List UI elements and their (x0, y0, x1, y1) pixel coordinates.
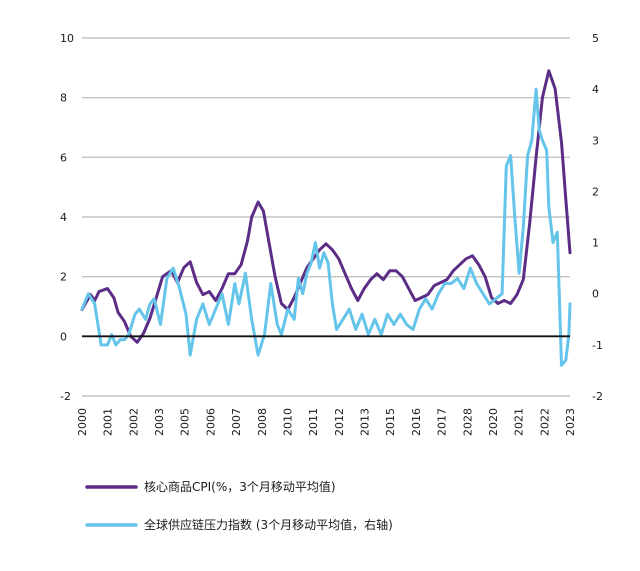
x-tick-label: 2021 (513, 408, 526, 436)
x-tick-label: 2013 (359, 408, 372, 436)
y-right-tick-label: 4 (592, 83, 599, 96)
y-right-tick-label: -1 (592, 339, 603, 352)
y-right-tick-label: 2 (592, 185, 599, 198)
x-tick-label: 2002 (127, 408, 140, 436)
x-tick-label: 2028 (461, 408, 474, 436)
y-left-tick-label: 4 (60, 211, 67, 224)
y-left-tick-label: 0 (60, 330, 67, 343)
series-line-2 (80, 87, 572, 367)
x-tick-label: 2012 (333, 408, 346, 436)
x-tick-label: 2016 (410, 408, 423, 436)
y-right-tick-label: 3 (592, 134, 599, 147)
x-tick-label: 2003 (153, 408, 166, 436)
x-tick-label: 2005 (179, 408, 192, 436)
x-tick-label: 2000 (76, 408, 89, 436)
x-tick-label: 2006 (204, 408, 217, 436)
y-right-tick-label: 5 (592, 32, 599, 45)
y-right-tick-label: 1 (592, 237, 599, 250)
y-left-tick-label: -2 (60, 390, 71, 403)
y-right-tick-label: 0 (592, 288, 599, 301)
legend-label-2: 全球供应链压力指数 (3个月移动平均值，右轴) (144, 517, 393, 532)
x-tick-label: 2007 (230, 408, 243, 436)
y-left-tick-label: 6 (60, 151, 67, 164)
x-tick-label: 2017 (436, 408, 449, 436)
y-left-tick-label: 10 (60, 32, 74, 45)
legend-label-1: 核心商品CPI(%，3个月移动平均值) (144, 479, 336, 494)
x-tick-label: 2022 (538, 408, 551, 436)
x-tick-label: 2008 (256, 408, 269, 436)
y-left-tick-label: 2 (60, 271, 67, 284)
y-left-tick-label: 8 (60, 92, 67, 105)
x-tick-label: 2010 (281, 408, 294, 436)
x-tick-label: 2001 (102, 408, 115, 436)
x-tick-label: 2011 (307, 408, 320, 436)
series-line-1 (80, 69, 572, 344)
x-tick-label: 2015 (384, 408, 397, 436)
y-right-tick-label: -2 (592, 390, 603, 403)
x-tick-label: 2023 (564, 408, 577, 436)
x-tick-label: 2020 (487, 408, 500, 436)
